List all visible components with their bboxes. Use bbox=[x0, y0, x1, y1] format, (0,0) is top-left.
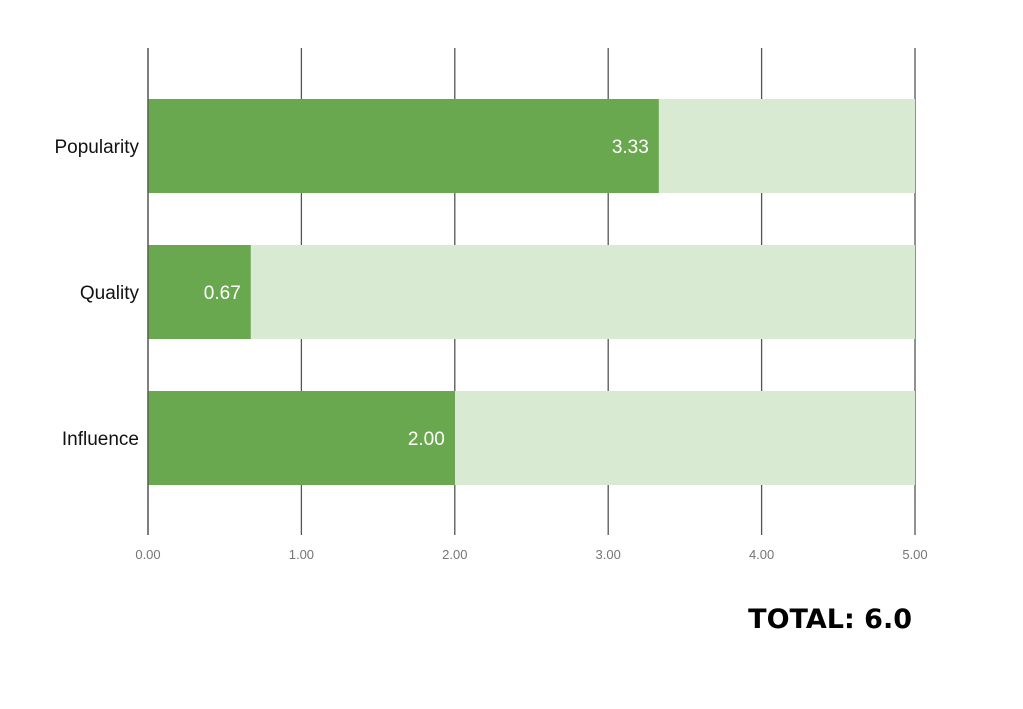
bar-remainder-influence bbox=[454, 391, 915, 485]
category-label-popularity: Popularity bbox=[55, 137, 140, 158]
data-label-popularity: 3.33 bbox=[612, 137, 649, 158]
bar-remainder-popularity bbox=[658, 99, 915, 193]
total-score: TOTAL: 6.0 bbox=[748, 604, 912, 635]
x-tick-label: 1.00 bbox=[289, 547, 314, 562]
x-tick-label: 0.00 bbox=[135, 547, 160, 562]
x-tick-label: 2.00 bbox=[442, 547, 467, 562]
category-label-quality: Quality bbox=[80, 283, 140, 304]
bar-popularity bbox=[148, 99, 659, 193]
bar-remainder-quality bbox=[250, 245, 915, 339]
bar-influence bbox=[148, 391, 455, 485]
x-tick-label: 3.00 bbox=[596, 547, 621, 562]
x-tick-label: 5.00 bbox=[902, 547, 927, 562]
data-label-quality: 0.67 bbox=[204, 283, 241, 304]
x-tick-label: 4.00 bbox=[749, 547, 774, 562]
data-label-influence: 2.00 bbox=[408, 429, 445, 450]
category-label-influence: Influence bbox=[62, 429, 139, 450]
labels: 0.00 1.00 2.00 3.00 4.00 5.00 Popularity 3.33 Qu… bbox=[55, 48, 928, 562]
bar-quality bbox=[148, 245, 251, 339]
bars bbox=[148, 99, 915, 485]
